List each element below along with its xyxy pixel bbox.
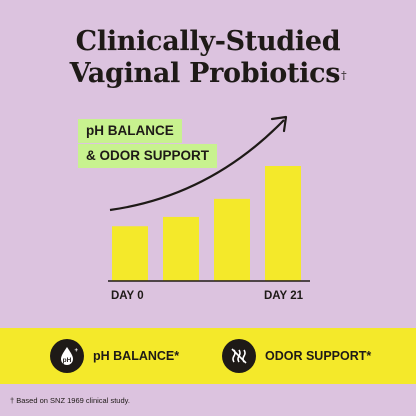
tag-odor-support: & ODOR SUPPORT bbox=[78, 144, 218, 168]
feature-ph-balance: pH + pH BALANCE* bbox=[50, 328, 179, 384]
title-line-2-text: Vaginal Probiotics bbox=[69, 58, 341, 89]
axis-label-start: DAY 0 bbox=[111, 290, 144, 302]
bar-3 bbox=[214, 198, 250, 281]
bar-4 bbox=[265, 166, 301, 281]
bar-2 bbox=[163, 216, 199, 281]
svg-text:+: + bbox=[75, 348, 79, 354]
axis-label-end: DAY 21 bbox=[264, 290, 304, 302]
footnote: † Based on SNZ 1969 clinical study. bbox=[10, 396, 130, 405]
title-line-2: Vaginal Probiotics† bbox=[0, 58, 416, 90]
dagger-mark: † bbox=[341, 69, 347, 82]
title-line-1: Clinically-Studied bbox=[75, 26, 341, 57]
ph-drop-icon: pH + bbox=[50, 339, 84, 373]
features-band: pH + pH BALANCE* ODOR SUPPORT* bbox=[0, 328, 416, 384]
svg-text:pH: pH bbox=[63, 357, 72, 364]
bar-1 bbox=[112, 226, 148, 281]
trend-arrow-line bbox=[109, 119, 285, 212]
feature-label-odor: ODOR SUPPORT* bbox=[265, 349, 372, 363]
tag-ph-balance: pH BALANCE bbox=[78, 119, 182, 143]
trend-arrow-head bbox=[270, 115, 288, 133]
page-title: Clinically-Studied Vaginal Probiotics† bbox=[0, 26, 416, 90]
feature-label-ph: pH BALANCE* bbox=[93, 349, 180, 363]
odor-waves-icon bbox=[222, 339, 256, 373]
feature-odor-support: ODOR SUPPORT* bbox=[222, 328, 371, 384]
